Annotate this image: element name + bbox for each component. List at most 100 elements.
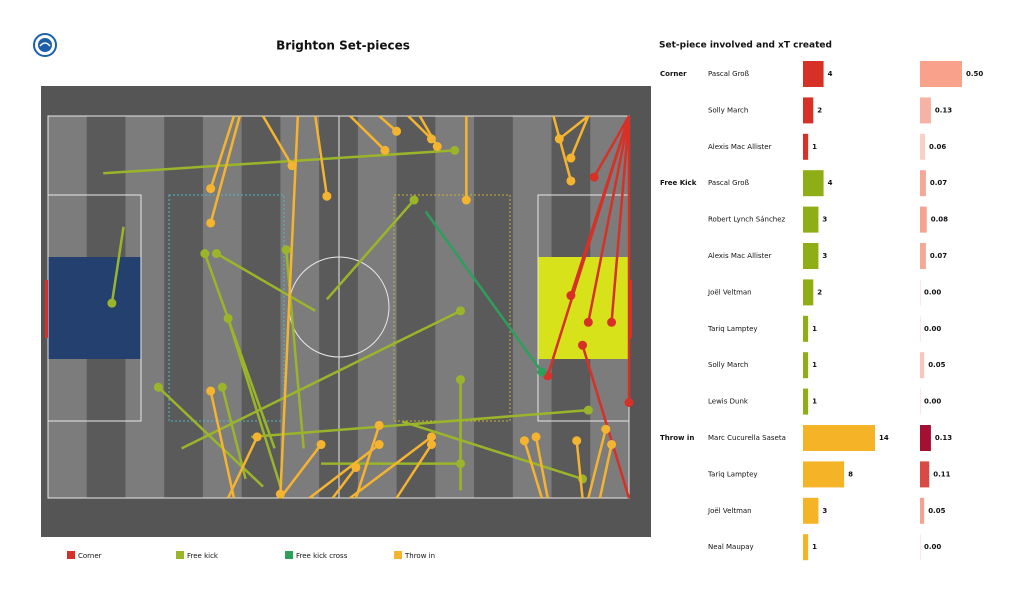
pass-end	[566, 176, 576, 186]
xt-label: 0.06	[929, 143, 946, 151]
player-name: Lewis Dunk	[708, 398, 749, 406]
count-label: 2	[817, 106, 822, 114]
pass-line	[215, 252, 316, 312]
pass-line	[209, 390, 236, 499]
count-bar	[803, 534, 809, 561]
pass-line	[103, 149, 455, 175]
count-bar	[803, 497, 819, 524]
xt-label: 0.05	[928, 507, 945, 515]
pass-line	[181, 309, 462, 450]
pass-line	[418, 115, 439, 148]
xt-bar	[920, 170, 926, 197]
xt-bar	[920, 497, 925, 524]
xt-label: 0.00	[924, 398, 941, 406]
pass-end	[572, 436, 582, 446]
player-name: Solly March	[708, 361, 748, 369]
count-label: 1	[812, 325, 817, 333]
xt-label: 0.08	[931, 216, 948, 224]
pass-line	[110, 226, 125, 304]
count-bar	[803, 388, 809, 415]
pass-end	[374, 440, 384, 450]
pass-line	[279, 115, 300, 495]
pass-layer	[103, 115, 634, 499]
pitch-stripe	[241, 116, 281, 498]
xt-label: 0.05	[928, 361, 945, 369]
count-label: 1	[812, 361, 817, 369]
pass-line	[558, 115, 590, 140]
player-name: Pascal Groß	[708, 70, 750, 78]
count-bar	[803, 461, 845, 488]
count-bar	[803, 133, 809, 160]
pass-line	[251, 408, 589, 439]
xt-bar	[920, 97, 931, 124]
pass-line	[314, 115, 329, 197]
pass-end	[461, 195, 471, 205]
count-label: 3	[822, 252, 827, 260]
count-bar	[803, 425, 875, 451]
pass-line	[569, 115, 590, 159]
pass-end	[223, 313, 233, 323]
count-bar	[803, 315, 809, 342]
pass-end	[426, 440, 436, 450]
xt-bar	[920, 315, 921, 342]
pass-line	[349, 435, 433, 499]
xt-bar	[920, 534, 921, 561]
pass-end	[200, 249, 210, 259]
pass-end	[450, 145, 460, 155]
xt-label: 0.00	[924, 288, 941, 296]
count-label: 2	[817, 288, 822, 296]
pass-end	[211, 249, 221, 259]
pitch-stripe	[280, 116, 320, 498]
xt-bar	[920, 352, 925, 379]
player-name: Pascal Groß	[708, 179, 750, 187]
pass-line	[523, 440, 544, 499]
pass-end	[107, 298, 117, 308]
count-bar	[803, 97, 814, 124]
count-bar	[803, 243, 819, 269]
pass-end	[583, 405, 593, 415]
group-label: Throw in	[660, 434, 694, 442]
chart-title: Brighton Set-pieces	[276, 39, 410, 53]
pass-end	[456, 306, 466, 316]
count-label: 3	[822, 507, 827, 515]
pass-line	[610, 115, 631, 323]
pass-end	[206, 184, 216, 194]
pass-end	[206, 386, 216, 396]
legend-swatch	[285, 551, 293, 559]
legend-label: Free kick cross	[296, 552, 348, 560]
player-name: Tariq Lamptey	[707, 325, 758, 333]
count-label: 3	[822, 216, 827, 224]
pass-line	[221, 386, 247, 480]
legend-label: Corner	[78, 552, 102, 560]
pass-end	[583, 317, 593, 327]
pass-line	[587, 115, 631, 323]
pass-end	[537, 367, 547, 377]
pass-end	[380, 145, 390, 155]
pass-end	[624, 398, 634, 407]
count-label: 1	[812, 398, 817, 406]
pass-line	[349, 115, 386, 152]
pass-line	[534, 436, 549, 499]
legend-label: Throw in	[404, 552, 435, 560]
xt-bar	[920, 243, 926, 269]
pass-end	[566, 153, 576, 163]
xt-bar	[920, 425, 931, 451]
count-label: 1	[812, 143, 817, 151]
pass-line	[354, 425, 381, 499]
player-name: Marc Cucurella Saseta	[708, 434, 786, 442]
pass-end	[519, 436, 529, 446]
xt-label: 0.13	[935, 106, 952, 114]
pass-end	[206, 218, 216, 228]
legend-label: Free kick	[187, 552, 219, 560]
count-label: 8	[848, 470, 853, 478]
player-name: Neal Maupay	[708, 543, 754, 551]
xt-label: 0.00	[924, 543, 941, 551]
player-name: Robert Lynch Sánchez	[708, 216, 786, 224]
pass-line	[402, 420, 583, 481]
pass-end	[531, 432, 541, 442]
xt-bar	[920, 61, 962, 87]
player-name: Joël Veltman	[707, 288, 752, 296]
xt-label: 0.07	[930, 179, 947, 187]
pass-line	[279, 443, 323, 499]
legend-swatch	[67, 551, 75, 559]
